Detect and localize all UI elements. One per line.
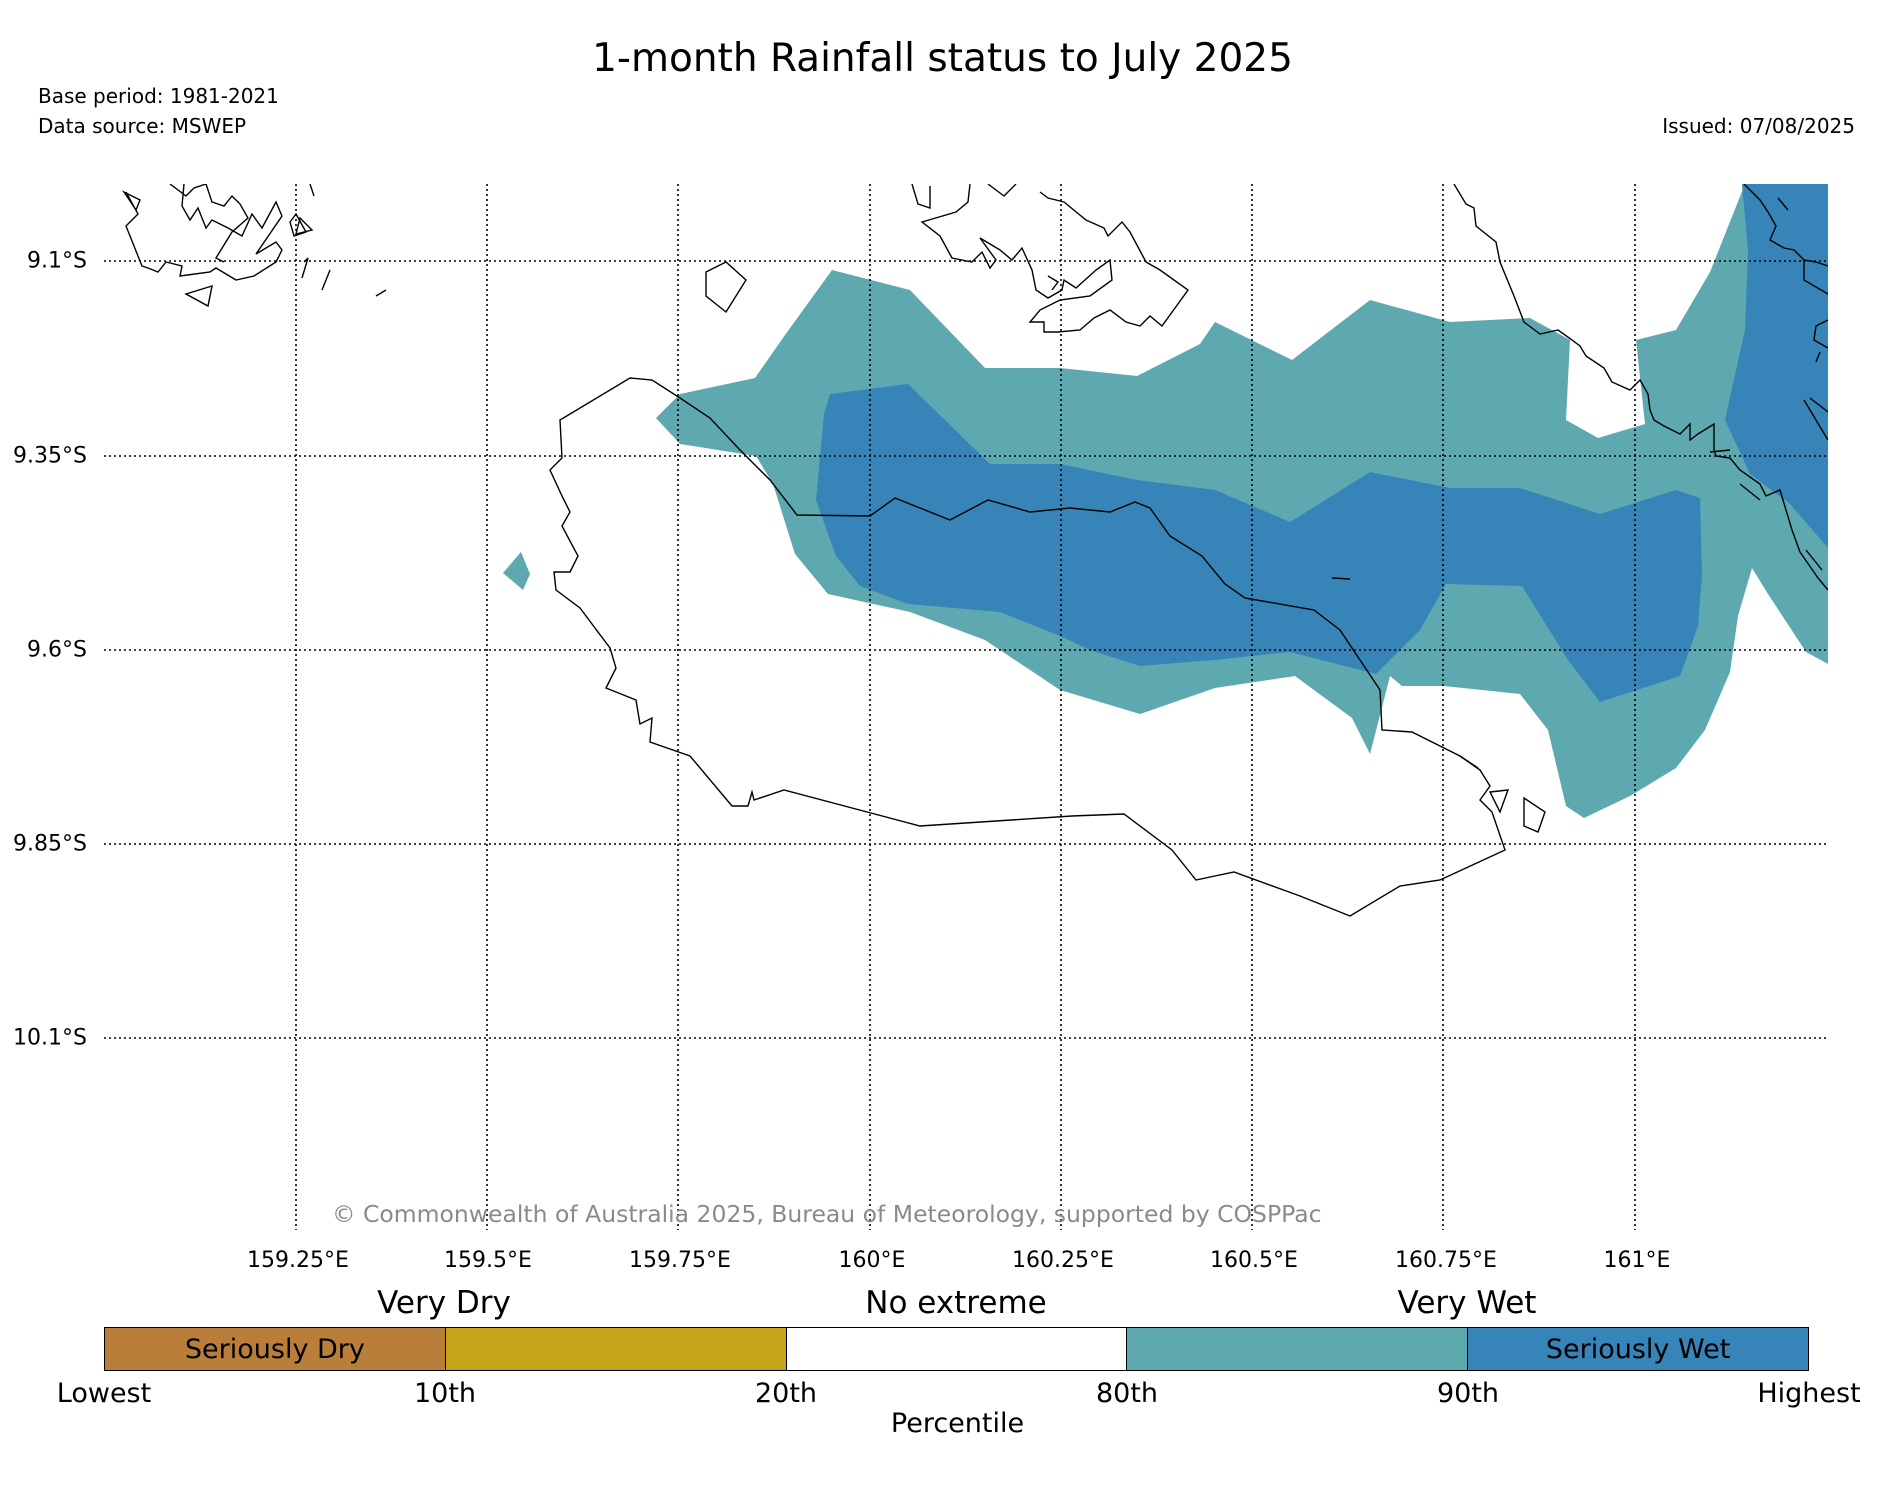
coastlines <box>121 184 1828 917</box>
savo-island <box>705 261 747 314</box>
legend-tick-80th: 80th <box>1095 1378 1159 1409</box>
lat-label: 9.85°S <box>13 831 87 857</box>
russell-islet-1 <box>121 190 141 212</box>
islet-east-1 <box>1488 789 1510 814</box>
legend-tick-highest: Highest <box>1757 1378 1861 1409</box>
malaita-islet-5 <box>1803 399 1828 441</box>
legend-group-very-wet: Very Wet <box>1397 1285 1537 1321</box>
legend-very-wet <box>1127 1328 1469 1370</box>
base-period-note: Base period: 1981-2021 <box>38 84 279 108</box>
seriously-wet-region-east <box>1725 184 1828 548</box>
legend-tick-lowest: Lowest <box>56 1378 152 1409</box>
legend-very-dry <box>445 1328 787 1370</box>
legend-tick-90th: 90th <box>1436 1378 1500 1409</box>
lat-label: 9.6°S <box>27 637 87 663</box>
lat-label: 9.1°S <box>27 248 87 274</box>
malaita-islet-4 <box>1809 397 1828 413</box>
seriously-wet-region-main <box>816 384 1702 702</box>
legend-colorbar: Seriously Dry Seriously Wet <box>104 1327 1809 1371</box>
russell-islet-7 <box>375 289 387 297</box>
russell-islet-5 <box>321 269 331 291</box>
legend-seriously-wet: Seriously Wet <box>1468 1328 1808 1370</box>
copyright-notice: © Commonwealth of Australia 2025, Bureau… <box>332 1200 1322 1228</box>
legend-seriously-dry: Seriously Dry <box>105 1328 446 1370</box>
malaita-islet-7 <box>1709 449 1731 453</box>
lon-label: 160.75°E <box>1395 1248 1497 1273</box>
malaita-islet-1 <box>1777 197 1789 211</box>
legend-group-very-dry: Very Dry <box>377 1285 511 1321</box>
data-source-note: Data source: MSWEP <box>38 114 247 138</box>
russell-islands-coastline <box>125 184 283 281</box>
florida-islet <box>1047 275 1060 291</box>
islet-east-3 <box>1459 755 1479 769</box>
lon-label: 159.25°E <box>247 1248 349 1273</box>
legend-group-no-extreme: No extreme <box>865 1285 1047 1321</box>
guadalcanal-coastline <box>549 377 1506 917</box>
malaita-islet-2 <box>1813 319 1828 349</box>
russell-islet-8 <box>309 184 315 197</box>
issued-date: Issued: 07/08/2025 <box>1662 114 1855 138</box>
malaita-islet-8 <box>1739 483 1761 501</box>
very-wet-patch-west <box>503 552 530 590</box>
islet-east-2 <box>1523 796 1546 833</box>
lon-label: 160°E <box>838 1248 906 1273</box>
malaita-islet-6 <box>1805 549 1823 571</box>
russell-islet-2 <box>184 284 213 308</box>
lat-label: 10.1°S <box>13 1025 87 1051</box>
legend-axis-label: Percentile <box>890 1408 1025 1439</box>
legend-no-extreme <box>786 1328 1128 1370</box>
legend-tick-20th: 20th <box>754 1378 818 1409</box>
lat-label: 9.35°S <box>13 443 87 469</box>
lon-label: 159.5°E <box>444 1248 532 1273</box>
malaita-islet-3 <box>1815 351 1821 363</box>
lon-label: 160.25°E <box>1012 1248 1114 1273</box>
guadalcanal-dash <box>1331 577 1351 580</box>
lon-label: 160.5°E <box>1210 1248 1298 1273</box>
lon-label: 161°E <box>1603 1248 1671 1273</box>
map-title: 1-month Rainfall status to July 2025 <box>592 36 1293 81</box>
russell-islet-6 <box>295 216 314 235</box>
malaita-coastline <box>1453 184 1828 591</box>
legend-tick-10th: 10th <box>413 1378 477 1409</box>
florida-islands-coastline <box>911 184 1189 333</box>
graticule <box>104 184 1828 1230</box>
very-wet-region <box>656 184 1828 818</box>
lon-label: 159.75°E <box>629 1248 731 1273</box>
